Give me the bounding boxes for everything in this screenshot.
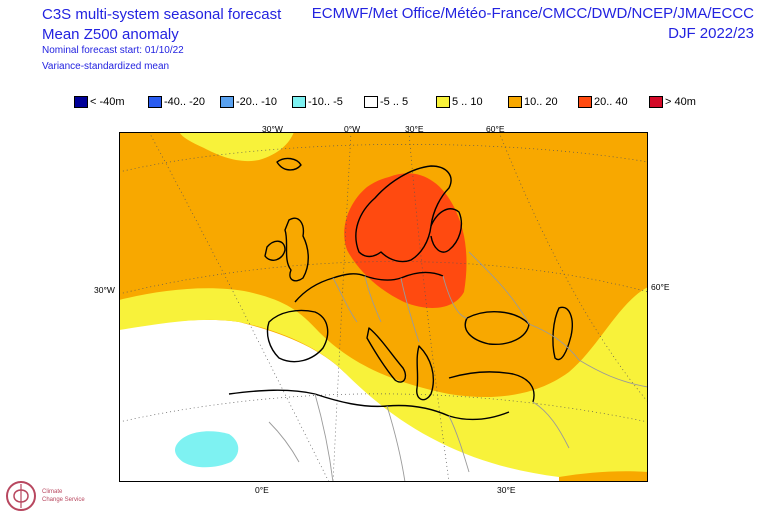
legend-label: > 40m: [665, 96, 696, 108]
legend-swatch: [220, 96, 234, 108]
top-axis-label-0w: 0°W: [344, 124, 361, 134]
legend-swatch: [148, 96, 162, 108]
legend-swatch: [74, 96, 88, 108]
season-label: DJF 2022/23: [668, 25, 754, 42]
top-axis-label-60e: 60°E: [486, 124, 505, 134]
forecast-centres: ECMWF/Met Office/Météo-France/CMCC/DWD/N…: [311, 5, 754, 22]
c3s-logo: Climate Change Service: [4, 476, 104, 520]
legend-swatch: [649, 96, 663, 108]
bottom-axis-label-30e: 30°E: [497, 485, 516, 495]
legend-swatch: [292, 96, 306, 108]
legend-label: 5 .. 10: [452, 96, 483, 108]
climate-logo-icon: [6, 481, 36, 511]
legend-label: 20.. 40: [594, 96, 628, 108]
right-axis-label: 60°E: [651, 282, 670, 292]
title-line-1: C3S multi-system seasonal forecast: [42, 6, 282, 23]
title-line-2: Mean Z500 anomaly: [42, 26, 179, 43]
logo-subtext: Change Service: [42, 497, 85, 503]
legend-label: < -40m: [90, 96, 125, 108]
anomaly-5-10-band: [119, 287, 648, 477]
legend-swatch: [578, 96, 592, 108]
legend-label: -20.. -10: [236, 96, 277, 108]
nominal-start-label: Nominal forecast start: 01/10/22: [42, 45, 184, 56]
logo-text: Climate: [42, 489, 63, 495]
top-axis-label-30e: 30°E: [405, 124, 424, 134]
anomaly-minus5-minus10-region: [175, 431, 239, 468]
legend-label: -40.. -20: [164, 96, 205, 108]
legend-label: -5 .. 5: [380, 96, 409, 108]
legend-swatch: [508, 96, 522, 108]
legend-swatch: [364, 96, 378, 108]
anomaly-5-10-north: [179, 132, 294, 162]
legend-swatch: [436, 96, 450, 108]
left-axis-label: 30°W: [94, 285, 115, 295]
variance-note: Variance-standardized mean: [42, 61, 170, 72]
legend-label: 10.. 20: [524, 96, 558, 108]
top-axis-label-30w: 30°W: [262, 124, 283, 134]
legend-label: -10.. -5: [308, 96, 343, 108]
anomaly-map: [119, 132, 648, 482]
bottom-axis-label-0e: 0°E: [255, 485, 269, 495]
